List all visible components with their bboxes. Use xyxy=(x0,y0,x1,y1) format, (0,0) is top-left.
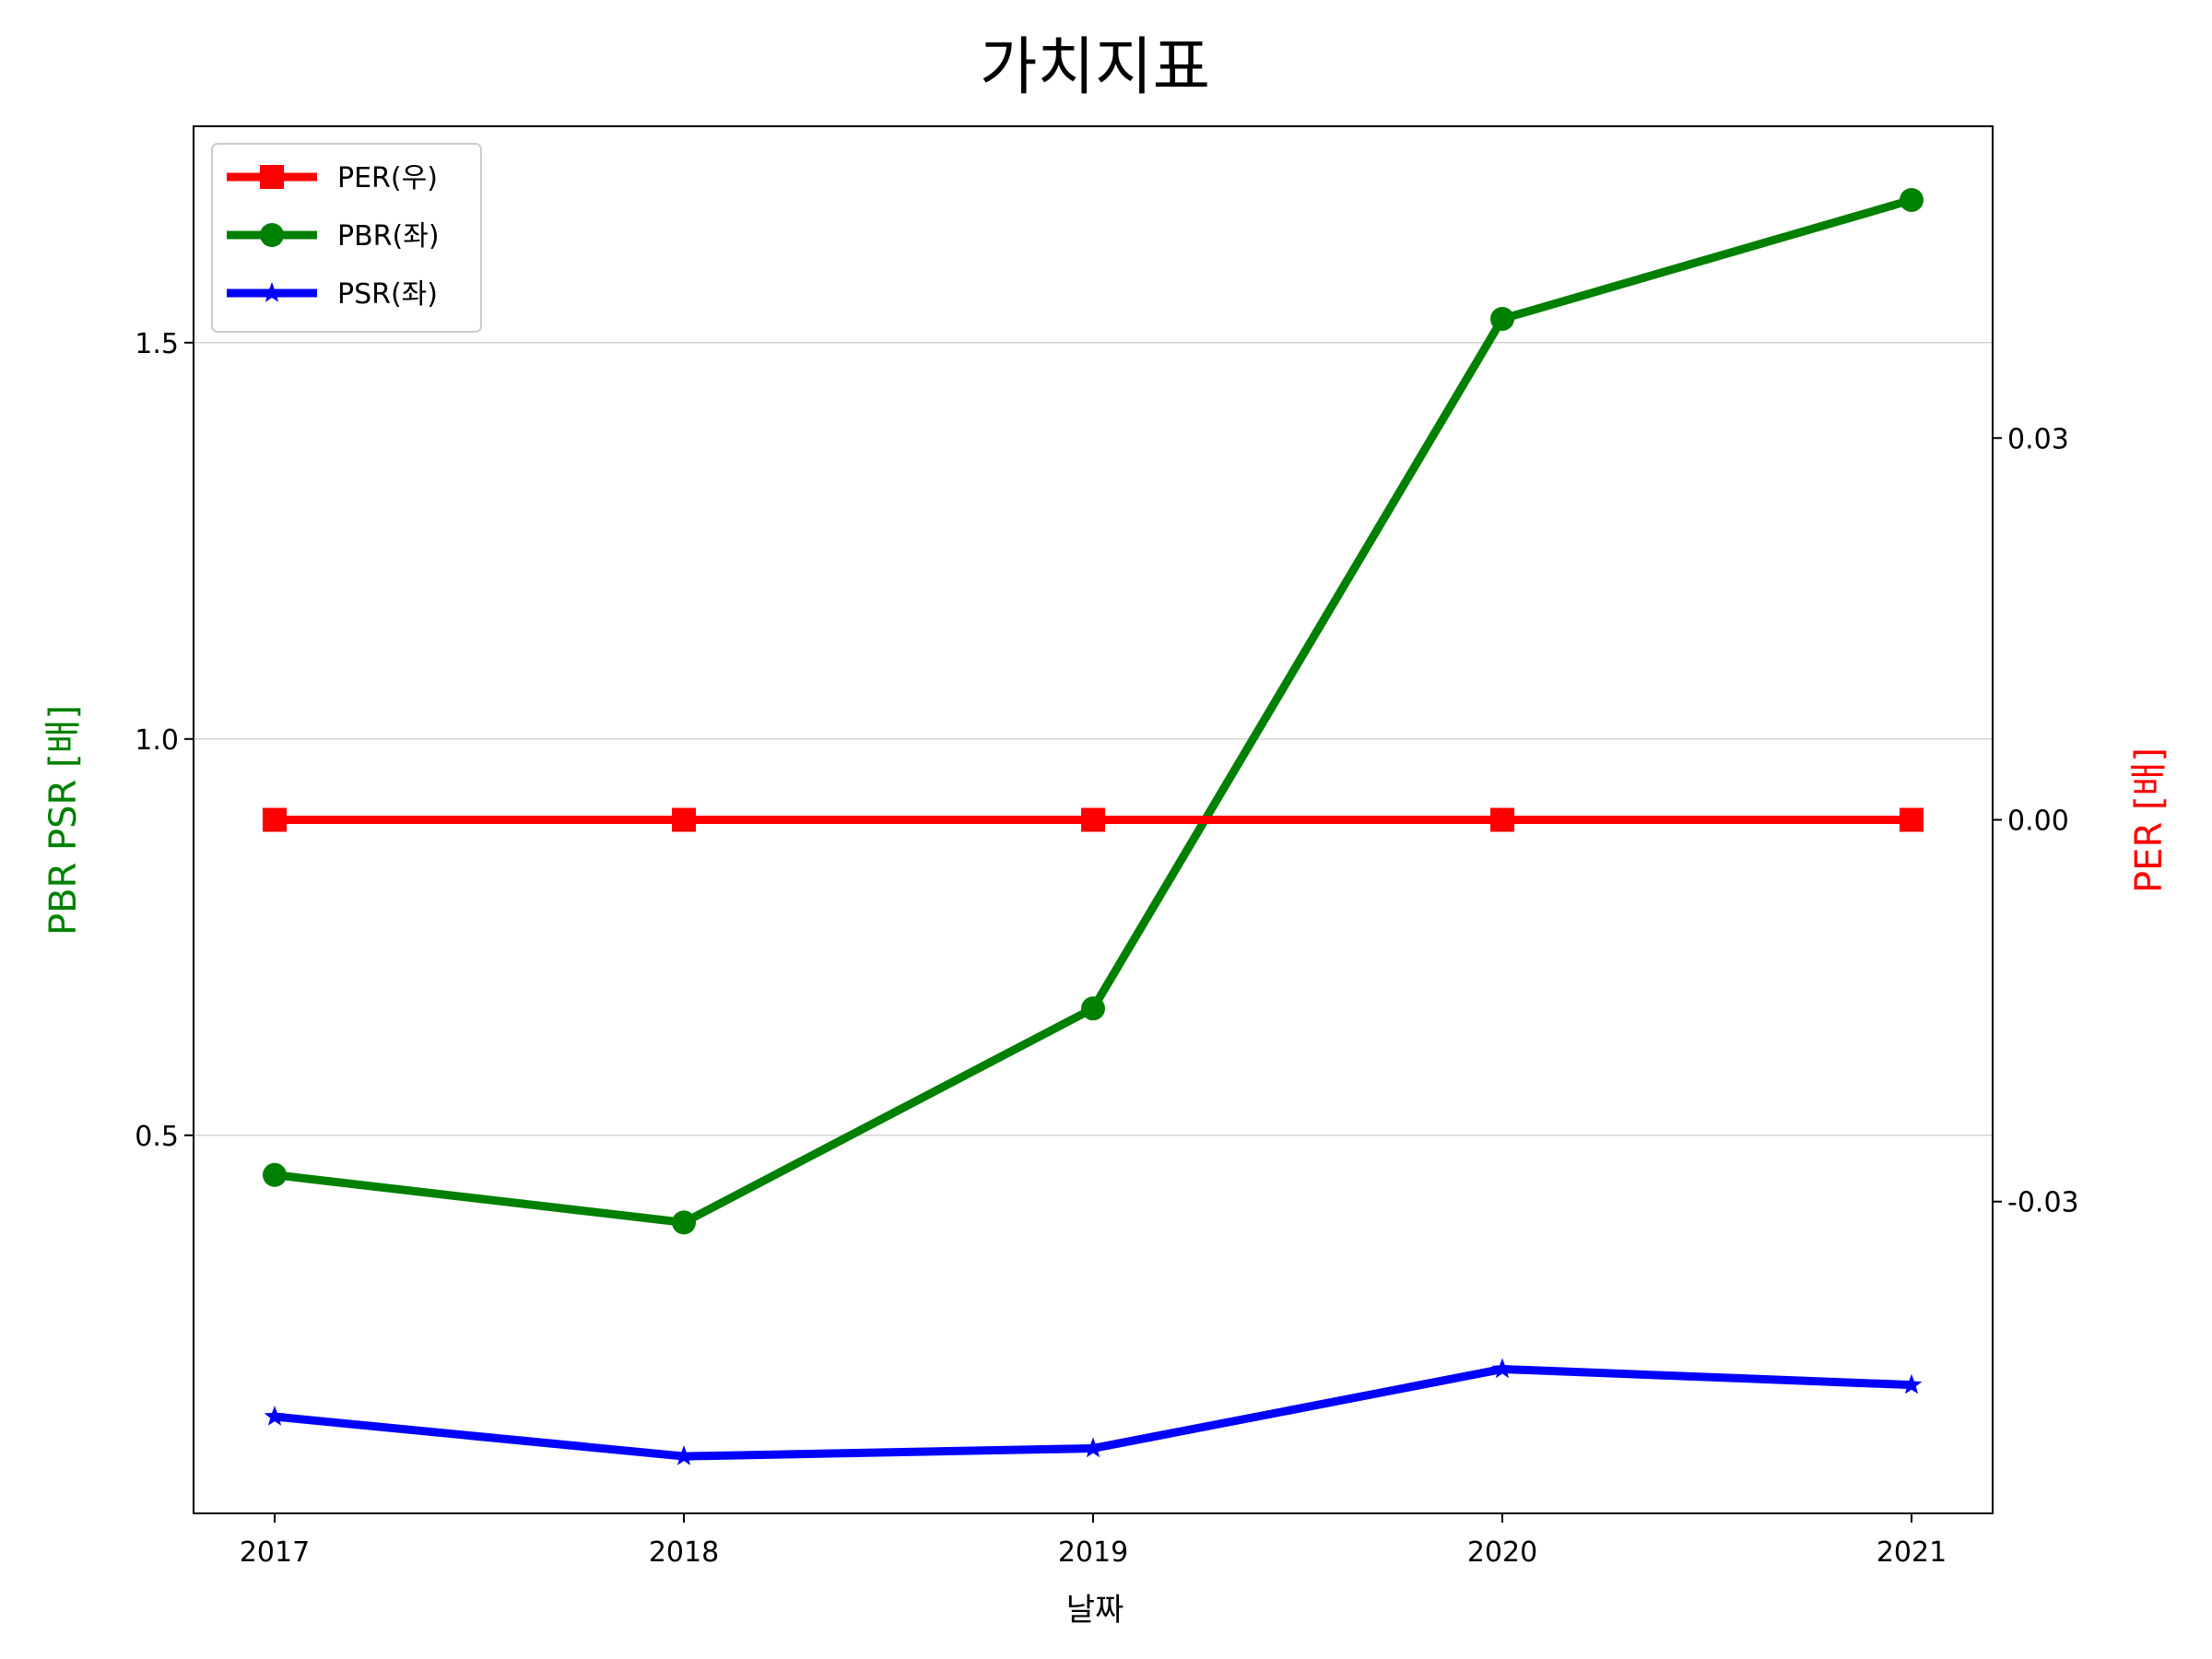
left-axis-label: PBR PSR [배] xyxy=(42,705,85,935)
legend-swatch-marker xyxy=(260,223,284,247)
x-tick-label: 2021 xyxy=(1877,1536,1947,1569)
legend-swatch-marker xyxy=(261,282,283,302)
x-axis-label: 날짜 xyxy=(1066,1592,1124,1629)
right-axis-label: PER [배] xyxy=(2128,747,2171,893)
legend-label: PSR(좌) xyxy=(337,278,438,311)
series-line-pbr xyxy=(270,195,1916,1227)
y-right-tick-label: 0.03 xyxy=(2007,423,2069,455)
right-axis-ticks: -0.03 0.00 0.03 xyxy=(1993,423,2079,1219)
legend: PER(우) PBR(좌) PSR(좌) xyxy=(211,143,482,333)
data-point-psr xyxy=(673,1445,695,1465)
legend-item-pbr: PBR(좌) xyxy=(227,220,440,253)
legend-swatch-marker xyxy=(260,165,284,189)
data-point-psr xyxy=(1491,1358,1513,1379)
data-point-psr xyxy=(1900,1373,1923,1394)
x-tick-label: 2020 xyxy=(1467,1536,1537,1569)
x-tick-label: 2018 xyxy=(649,1536,719,1569)
data-point-per xyxy=(1900,807,1924,832)
legend-item-per: PER(우) xyxy=(227,162,438,194)
legend-item-psr: PSR(좌) xyxy=(227,278,438,311)
y-left-tick-label: 1.5 xyxy=(135,328,179,360)
series-pbr xyxy=(263,187,1924,1235)
data-point-psr xyxy=(264,1406,286,1426)
data-point-pbr xyxy=(1081,996,1105,1021)
x-axis-ticks: 2017 2018 2019 2020 2021 xyxy=(240,1513,1947,1569)
series-per xyxy=(263,807,1924,832)
data-point-pbr xyxy=(263,1162,287,1187)
data-point-psr xyxy=(1082,1437,1104,1458)
data-point-pbr xyxy=(1900,187,1924,212)
legend-label: PER(우) xyxy=(337,162,438,194)
y-right-tick-label: 0.00 xyxy=(2007,806,2069,838)
x-tick-label: 2017 xyxy=(240,1536,310,1569)
y-right-tick-label: -0.03 xyxy=(2007,1187,2079,1219)
legend-box xyxy=(211,143,482,333)
data-point-pbr xyxy=(672,1210,696,1235)
y-left-tick-label: 1.0 xyxy=(135,724,179,757)
left-axis-ticks: 0.5 1.0 1.5 xyxy=(135,328,194,1153)
chart-title: 가치지표 xyxy=(980,31,1210,104)
data-point-per xyxy=(263,807,287,832)
data-point-per xyxy=(1081,807,1105,832)
legend-label: PBR(좌) xyxy=(337,220,440,253)
data-point-per xyxy=(1490,807,1514,832)
grid-lines xyxy=(194,342,1993,1136)
series-layer xyxy=(263,187,1924,1465)
x-tick-label: 2019 xyxy=(1058,1536,1128,1569)
data-point-pbr xyxy=(1490,306,1514,331)
data-point-per xyxy=(672,807,696,832)
y-left-tick-label: 0.5 xyxy=(135,1121,179,1153)
series-psr xyxy=(264,1358,1923,1465)
